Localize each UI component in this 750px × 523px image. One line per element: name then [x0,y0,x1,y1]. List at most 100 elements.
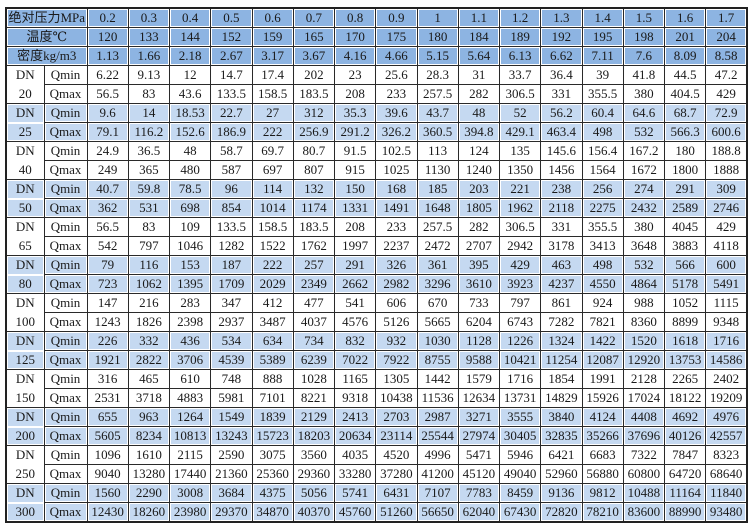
qmin-cell: 257.5 [416,217,459,237]
qmin-cell: 114 [251,179,294,199]
qmax-cell: 21360 [210,464,253,484]
qmax-cell: 19209 [705,388,748,408]
qmax-cell: 7821 [581,312,624,332]
qmax-cell: 587 [210,160,253,180]
qmin-cell: 3560 [292,445,336,465]
qmax-cell: 60800 [622,464,666,484]
qmin-cell: 156.4 [581,141,624,161]
qmax-cell: 9588 [457,350,501,370]
table-row-qmax: 50 Qmax 362 531 698 854 1014 1174 1331 1491 1648 18… [5,198,748,218]
qmin-cell: 41.8 [622,65,666,85]
pressure-cell: 1 [416,7,459,28]
qmax-cell: 1709 [210,274,253,294]
qmin-cell: 412 [251,293,294,313]
qmax-cell: 10421 [498,350,542,370]
pressure-cell: 1.4 [581,7,624,28]
temperature-row: 温度℃ 120 133 144 152 159 165 170 175 180 184 189 192 1… [5,27,748,47]
dn-label: DN [5,331,45,351]
qmin-cell: 147 [86,293,129,313]
qmin-cell: 27 [251,103,294,123]
qmin-cell: 832 [333,331,377,351]
qmin-label: Qmin [43,407,88,427]
qmin-cell: 39.6 [375,103,418,123]
table-row-qmin: DN Qmin 24.9 36.5 48 58.7 69.7 80.7 91.5 102.5 113… [5,141,748,161]
qmax-cell: 37696 [622,426,666,446]
table-body: 绝对压力MPa 0.2 0.3 0.4 0.5 0.6 0.7 0.8 0.9 1 1.1 1.2 1.… [5,7,748,523]
qmax-cell: 3718 [127,388,171,408]
qmin-cell: 113 [416,141,459,161]
qmin-cell: 9136 [540,483,583,503]
qmin-cell: 7783 [457,483,501,503]
qmax-cell: 249 [86,160,129,180]
qmax-cell: 807 [292,160,336,180]
qmax-cell: 25544 [416,426,459,446]
temperature-cell: 133 [127,27,171,47]
qmax-cell: 222 [251,122,294,142]
table-row-qmax: 25 Qmax 79.1 116.2 152.6 186.9 222 256.9 291.2 32… [5,122,748,142]
qmin-cell: 283 [168,293,212,313]
qmin-cell: 1520 [622,331,666,351]
qmax-cell: 4576 [333,312,377,332]
qmin-cell: 326 [375,255,418,275]
qmax-cell: 2398 [168,312,212,332]
qmin-cell: 1226 [498,331,542,351]
qmin-cell: 861 [540,293,583,313]
qmin-cell: 150 [333,179,377,199]
qmax-cell: 5126 [375,312,418,332]
qmax-cell: 12920 [622,350,666,370]
qmin-cell: 222 [251,255,294,275]
qmax-cell: 1997 [333,236,377,256]
pressure-cell: 0.4 [168,7,212,28]
qmin-cell: 1854 [540,369,583,389]
table-row-qmax: 65 Qmax 542 797 1046 1282 1522 1762 1997 2237 2472… [5,236,748,256]
qmin-cell: 733 [457,293,501,313]
pressure-cell: 0.3 [127,7,171,28]
density-cell: 4.16 [333,46,377,66]
qmax-cell: 208 [333,84,377,104]
qmin-cell: 566 [663,255,707,275]
qmin-cell: 83 [127,217,171,237]
qmin-cell: 39 [581,65,624,85]
qmin-cell: 72.9 [705,103,748,123]
qmin-cell: 4976 [705,407,748,427]
qmin-cell: 2590 [210,445,253,465]
qmax-cell: 152.6 [168,122,212,142]
qmin-cell: 429 [705,217,748,237]
qmax-cell: 723 [86,274,129,294]
qmin-cell: 316 [86,369,129,389]
qmax-cell: 10438 [375,388,418,408]
table-row-qmax: 20 Qmax 56.5 83 43.6 133.5 158.5 183.5 208 233 257… [5,84,748,104]
qmin-cell: 361 [416,255,459,275]
qmax-cell: 15926 [581,388,624,408]
qmin-cell: 12 [168,65,212,85]
qmin-cell: 1579 [457,369,501,389]
qmin-cell: 2265 [663,369,707,389]
table-row-qmin: DN Qmin 9.6 14 18.53 22.7 27 312 35.3 39.6 43.7 48 5… [5,103,748,123]
qmin-cell: 309 [705,179,748,199]
qmax-cell: 9040 [86,464,129,484]
density-cell: 7.11 [581,46,624,66]
dn-label: DN [5,141,45,161]
qmax-cell: 429.1 [498,122,542,142]
qmax-cell: 8755 [416,350,459,370]
table-row-qmin: DN Qmin 226 332 436 534 634 734 832 932 1030 1128 12… [5,331,748,351]
qmax-cell: 3487 [251,312,294,332]
qmax-cell: 15723 [251,426,294,446]
qmin-cell: 1096 [86,445,129,465]
dn-size: 40 [5,160,45,180]
temperature-cell: 159 [251,27,294,47]
qmin-cell: 380 [622,217,666,237]
qmax-cell: 1395 [168,274,212,294]
qmax-cell: 4118 [705,236,748,256]
qmin-cell: 187 [210,255,253,275]
density-row: 密度kg/m3 1.13 1.66 2.18 2.67 3.17 3.67 4.16 4.66 5… [5,46,748,66]
qmin-cell: 4408 [622,407,666,427]
pressure-cell: 1.7 [705,7,748,28]
qmax-cell: 13243 [210,426,253,446]
qmin-cell: 1128 [457,331,501,351]
qmax-cell: 13753 [663,350,707,370]
qmax-cell: 12430 [86,502,129,523]
qmin-cell: 4692 [663,407,707,427]
qmax-cell: 23114 [375,426,418,446]
qmin-cell: 6421 [540,445,583,465]
